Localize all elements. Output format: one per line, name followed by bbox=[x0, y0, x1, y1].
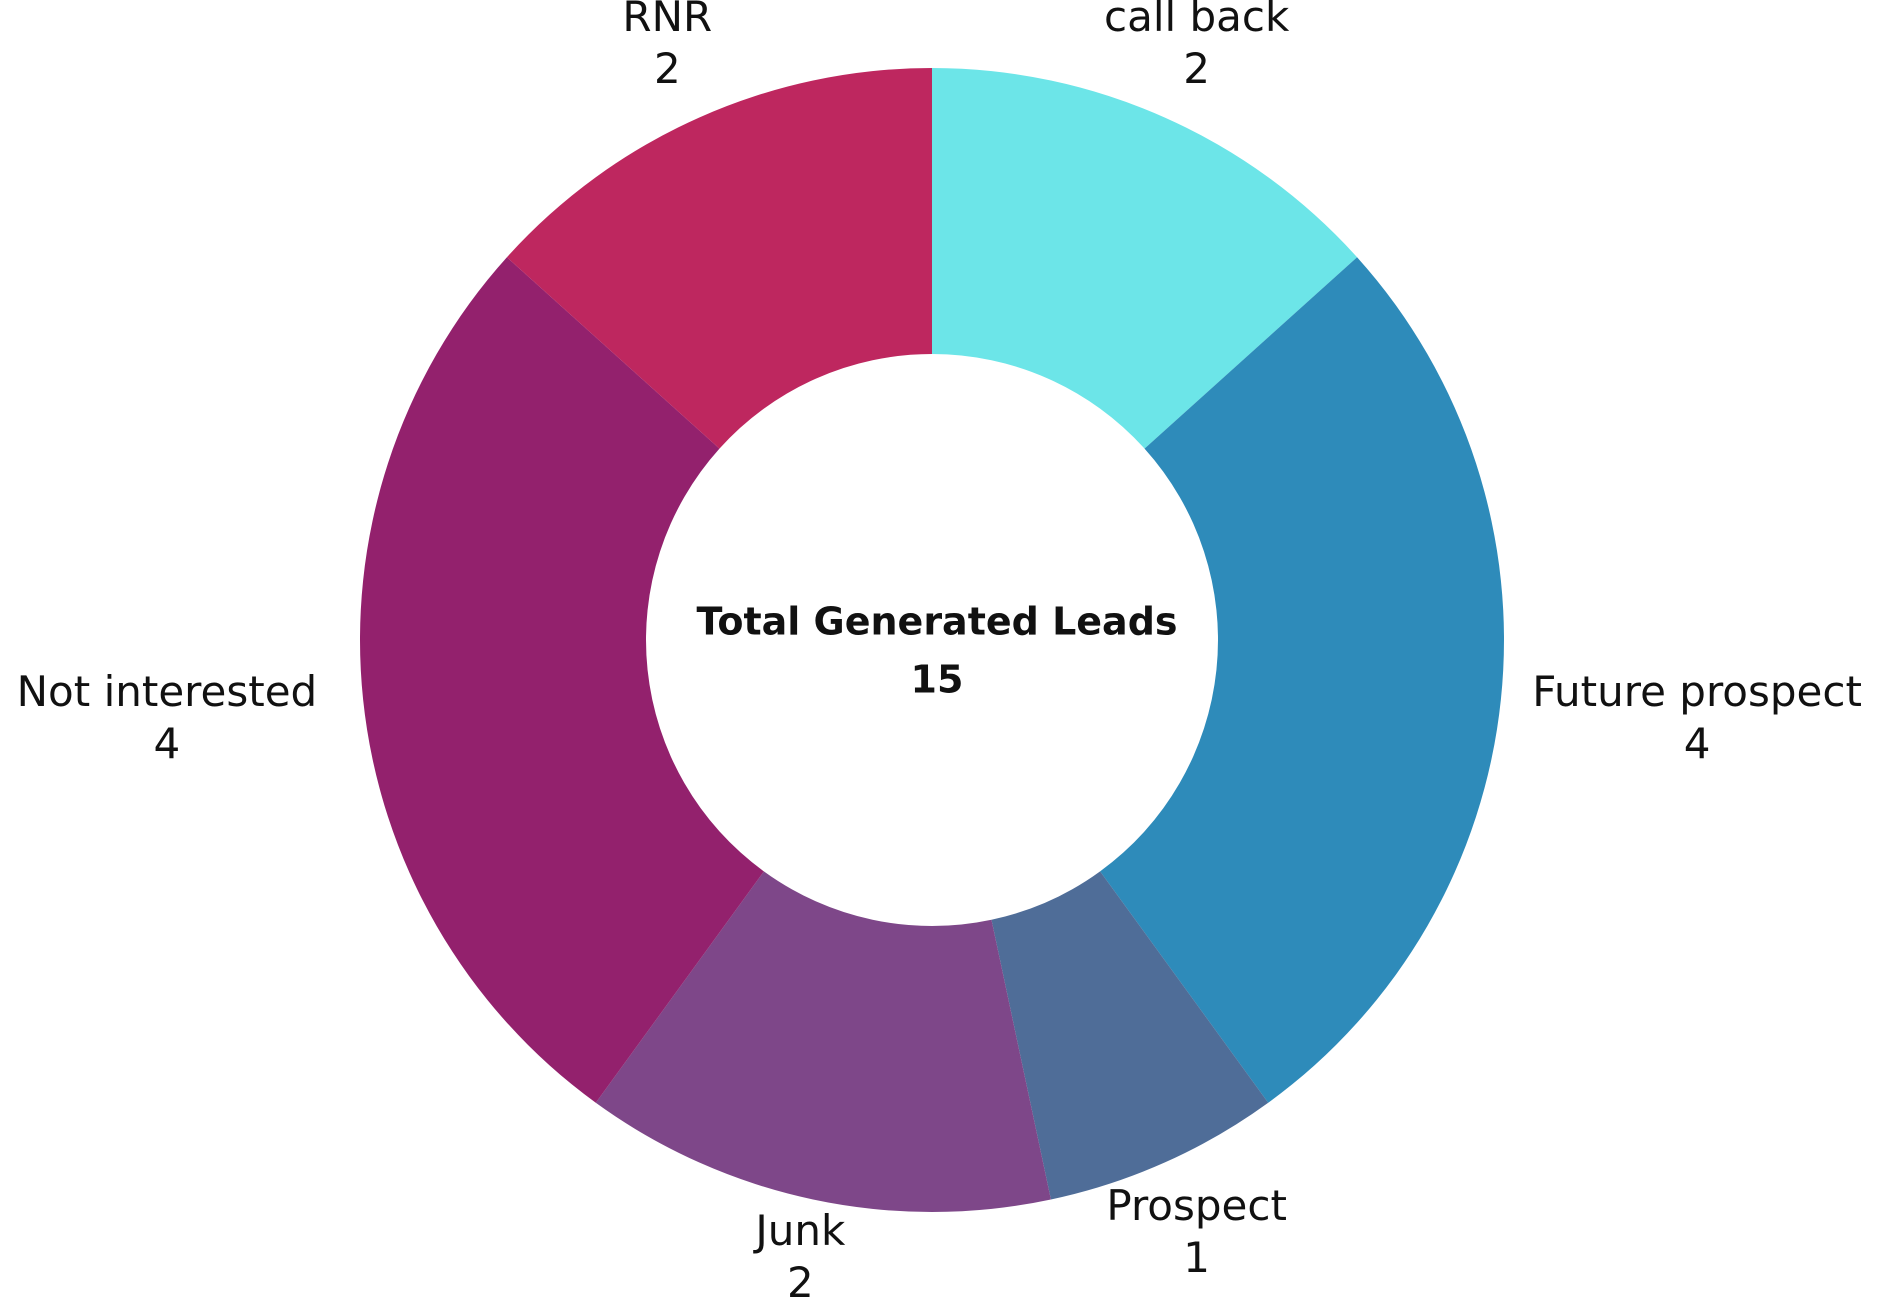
slice-label: Future prospect bbox=[1532, 667, 1862, 716]
slice-label: call back bbox=[1104, 0, 1290, 41]
slice bbox=[1100, 257, 1504, 1103]
slice-label: Junk bbox=[752, 1206, 846, 1255]
slice-value: 2 bbox=[787, 1258, 814, 1306]
slices bbox=[360, 68, 1504, 1212]
slice bbox=[506, 68, 932, 449]
slice-label: Not interested bbox=[17, 667, 318, 716]
slice-value: 4 bbox=[154, 719, 181, 768]
center-title: Total Generated Leads bbox=[696, 600, 1177, 644]
slice-value: 4 bbox=[1684, 719, 1711, 768]
slice bbox=[932, 68, 1358, 449]
slice-value: 2 bbox=[654, 44, 681, 93]
slice bbox=[360, 257, 764, 1103]
slice bbox=[991, 871, 1269, 1200]
slice bbox=[595, 871, 1051, 1212]
slice-value: 1 bbox=[1183, 1233, 1210, 1282]
slice-label: Prospect bbox=[1106, 1181, 1287, 1230]
slice-label: RNR bbox=[622, 0, 712, 41]
center-total: 15 bbox=[911, 658, 964, 702]
slice-value: 2 bbox=[1183, 44, 1210, 93]
